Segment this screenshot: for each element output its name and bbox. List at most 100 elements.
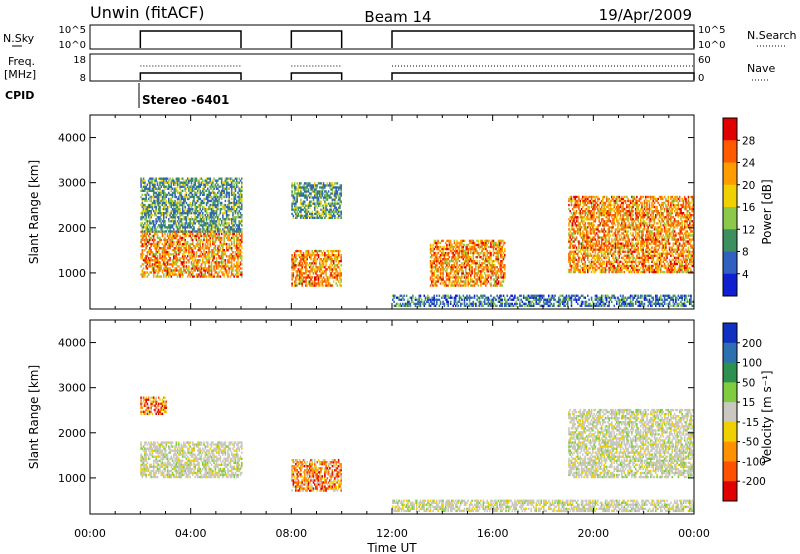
echo-cell [433,241,436,245]
echo-cell [199,193,202,197]
echo-cell [184,240,186,244]
echo-cell [605,294,608,297]
echo-cell [432,266,434,269]
echo-cell [144,242,146,246]
echo-cell [184,183,186,186]
echo-cell [195,261,198,264]
echo-cell [149,261,151,264]
echo-cell [217,199,219,203]
echo-cell [149,232,151,236]
echo-cell [573,298,575,301]
echo-cell [297,194,300,197]
echo-cell [228,201,230,205]
echo-cell [472,239,475,243]
echo-cell [175,224,178,227]
echo-cell [222,187,224,190]
echo-cell [185,244,188,248]
echo-cell [188,212,190,215]
echo-cell [176,181,179,184]
echo-cell [622,300,624,304]
echo-cell [311,212,314,216]
echo-cell [181,249,184,252]
echo-cell [165,201,168,205]
echo-cell [483,272,486,275]
echo-cell [176,207,179,211]
echo-cell [480,256,482,259]
echo-cell [441,260,443,263]
echo-cell [205,269,208,272]
echo-cell [325,208,327,211]
echo-cell [220,197,223,201]
echo-cell [220,189,223,193]
echo-cell [200,234,203,238]
echo-cell [150,205,152,209]
echo-cell [322,188,325,191]
echo-cell [296,198,298,201]
echo-cell [215,265,218,268]
echo-cell [238,222,241,225]
echo-cell [477,270,480,273]
echo-cell [431,274,433,277]
echo-cell [169,238,171,242]
echo-cell [293,260,296,263]
echo-cell [467,304,470,308]
echo-cell [565,302,568,306]
echo-cell [570,294,573,297]
echo-cell [155,244,157,248]
echo-cell [325,264,327,267]
echo-cell [311,202,314,205]
echo-cell [145,238,147,242]
echo-cell [505,300,507,304]
echo-cell [340,188,342,191]
echo-cell [316,251,319,255]
echo-cell [140,234,142,238]
echo-cell [175,240,178,244]
echo-cell [189,247,191,250]
echo-cell [309,202,311,205]
echo-cell [335,268,337,271]
echo-cell [204,189,207,193]
echo-cell [184,222,186,225]
echo-cell [203,183,205,186]
echo-cell [563,298,565,301]
echo-cell [473,247,476,251]
echo-cell [482,270,485,273]
echo-cell [490,304,492,308]
echo-cell [551,304,554,308]
echo-cell [175,257,178,260]
echo-cell [481,274,483,277]
echo-cell [141,251,144,254]
echo-cell [325,282,327,285]
echo-cell [173,259,175,262]
echo-cell [207,244,209,248]
echo-cell [209,236,212,240]
echo-cell [655,294,657,297]
echo-cell [646,294,648,297]
echo-cell [203,267,205,270]
echo-cell [233,179,235,182]
echo-cell [325,196,327,199]
echo-cell [515,302,517,306]
echo-cell [471,278,473,281]
echo-cell [470,278,472,281]
echo-cell [434,298,437,301]
echo-cell [202,242,204,246]
echo-cell [155,222,157,225]
echo-cell [477,239,480,243]
echo-cell [147,249,150,252]
echo-cell [317,202,320,205]
echo-cell [447,239,449,243]
echo-cell [145,216,147,219]
echo-cell [471,284,473,287]
echo-cell [314,204,316,207]
echo-cell [462,243,465,247]
echo-cell [590,304,593,308]
echo-cell [197,181,199,184]
echo-cell [159,187,161,190]
echo-cell [210,222,213,225]
echo-cell [145,226,147,229]
echo-cell [236,201,238,205]
echo-cell [337,262,340,265]
echo-cell [519,294,521,297]
echo-cell [140,203,142,207]
